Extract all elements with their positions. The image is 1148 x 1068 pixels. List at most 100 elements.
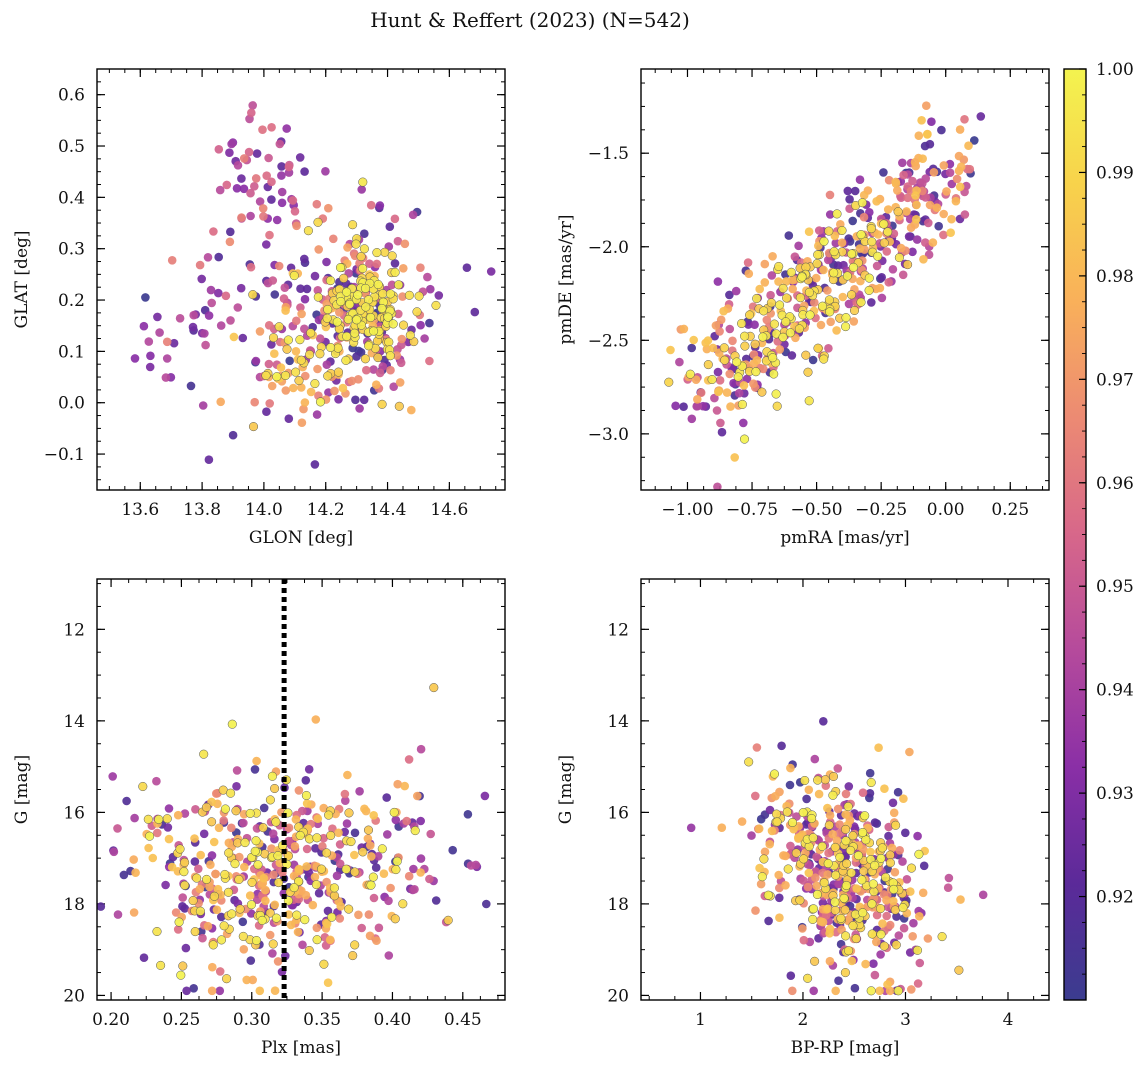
y-tick-label: 0.3	[58, 240, 85, 260]
data-point	[303, 226, 313, 236]
data-point	[713, 367, 723, 377]
data-point	[808, 355, 818, 365]
data-point	[312, 923, 322, 933]
data-point	[898, 158, 907, 168]
data-point	[769, 369, 779, 379]
data-point	[720, 355, 730, 365]
data-point	[245, 891, 255, 900]
data-point	[271, 913, 281, 923]
data-point	[402, 816, 412, 826]
data-point	[729, 378, 738, 388]
data-point	[939, 161, 949, 170]
data-point	[414, 291, 424, 301]
data-point	[366, 312, 376, 323]
data-point	[261, 370, 271, 381]
data-point	[318, 842, 327, 851]
x-tick-label: 0.30	[233, 1010, 271, 1030]
data-point	[232, 184, 242, 193]
x-tick-label: 4	[1003, 1010, 1014, 1030]
data-point	[945, 168, 955, 177]
data-point	[777, 741, 786, 751]
data-point	[248, 975, 257, 985]
data-point	[685, 369, 695, 379]
data-point	[737, 817, 747, 826]
data-point	[375, 201, 385, 210]
data-point	[784, 231, 794, 240]
data-point	[282, 124, 292, 133]
data-point	[176, 970, 186, 980]
data-point	[884, 831, 893, 841]
data-point	[282, 344, 292, 354]
data-point	[893, 186, 902, 195]
data-point	[291, 347, 301, 356]
data-point	[858, 908, 868, 918]
data-point	[314, 245, 324, 254]
data-point	[341, 355, 351, 365]
data-point	[350, 850, 359, 860]
data-point	[924, 218, 933, 228]
data-point	[167, 255, 177, 265]
data-point	[270, 783, 280, 794]
data-point	[348, 220, 358, 230]
data-point	[208, 940, 218, 950]
data-point	[413, 791, 422, 801]
data-point	[262, 240, 271, 249]
data-point	[238, 917, 248, 927]
data-point	[846, 868, 856, 878]
data-point	[368, 872, 378, 882]
data-point	[868, 879, 878, 889]
x-tick-label: 3	[900, 1010, 911, 1030]
data-point	[911, 215, 921, 224]
data-point	[173, 810, 183, 820]
data-point	[844, 946, 854, 956]
data-point	[267, 844, 276, 853]
data-point	[293, 927, 303, 937]
data-point	[939, 209, 948, 219]
data-point	[290, 842, 300, 851]
data-point	[774, 261, 784, 272]
data-point	[302, 284, 312, 294]
data-point	[954, 965, 964, 975]
data-point	[250, 765, 260, 774]
data-point	[235, 904, 245, 914]
data-point	[917, 116, 926, 125]
data-point	[262, 407, 271, 417]
y-axis-label: GLAT [deg]	[12, 230, 32, 328]
data-point	[789, 824, 798, 834]
data-point	[131, 868, 140, 877]
data-point	[350, 328, 360, 338]
data-point	[323, 304, 333, 315]
data-point	[850, 186, 860, 196]
data-point	[830, 897, 840, 907]
data-point	[782, 807, 792, 817]
data-point	[912, 200, 921, 210]
data-point	[292, 910, 302, 920]
data-point	[890, 867, 900, 877]
data-point	[162, 337, 172, 347]
data-point	[186, 381, 196, 391]
panel-pm: −1.00 −0.75 −0.50 −0.25 0.00 0.25 −3.0 −2.5 −2.0…	[556, 68, 1050, 548]
data-point	[261, 885, 270, 895]
data-point	[361, 302, 371, 312]
data-point	[206, 860, 215, 869]
data-point	[824, 295, 834, 305]
data-point	[725, 290, 734, 300]
data-point	[767, 271, 777, 280]
data-point	[925, 200, 935, 210]
data-point	[364, 341, 374, 351]
data-point	[944, 873, 954, 883]
data-point	[335, 263, 346, 273]
data-point	[725, 324, 735, 334]
data-point	[426, 829, 436, 839]
x-tick-label: 1	[695, 1010, 706, 1030]
point-layer	[664, 101, 986, 490]
data-point	[420, 334, 429, 343]
y-tick-label: 16	[607, 803, 629, 823]
data-point	[146, 351, 155, 361]
data-point	[858, 827, 868, 838]
data-point	[408, 210, 418, 220]
data-point	[343, 314, 353, 324]
data-point	[410, 885, 419, 894]
data-point	[294, 864, 304, 874]
data-point	[883, 205, 893, 214]
